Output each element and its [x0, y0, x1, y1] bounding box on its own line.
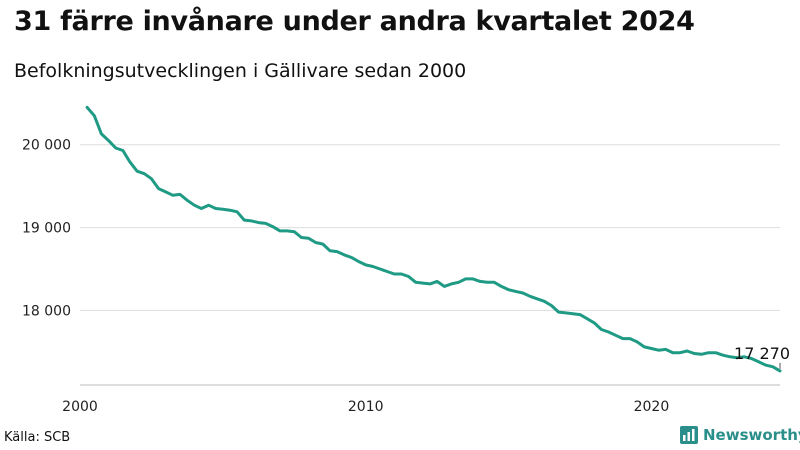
brand-logo: Newsworthy	[680, 426, 800, 444]
y-axis: 18 000 19 000 20 000	[22, 138, 71, 320]
x-axis: 2000 2010 2020	[62, 384, 780, 415]
y-tick-label: 18 000	[22, 303, 71, 319]
y-tick-label: 19 000	[22, 221, 71, 237]
brand-name: Newsworthy	[703, 426, 800, 444]
x-tick-label: 2010	[348, 399, 384, 415]
end-value-label: 17 270	[734, 344, 790, 363]
chart-title: 31 färre invånare under andra kvartalet …	[14, 6, 695, 37]
x-tick-label: 2000	[62, 399, 98, 415]
bar-chart-icon	[680, 426, 698, 444]
source-note: Källa: SCB	[4, 430, 71, 445]
annotations: 17 270	[734, 344, 790, 369]
chart-subtitle: Befolkningsutvecklingen i Gällivare seda…	[14, 60, 467, 82]
x-tick-label: 2020	[634, 399, 670, 415]
gridlines	[80, 144, 780, 311]
y-tick-label: 20 000	[22, 138, 71, 154]
series-line	[85, 105, 782, 373]
series-group	[85, 105, 782, 373]
